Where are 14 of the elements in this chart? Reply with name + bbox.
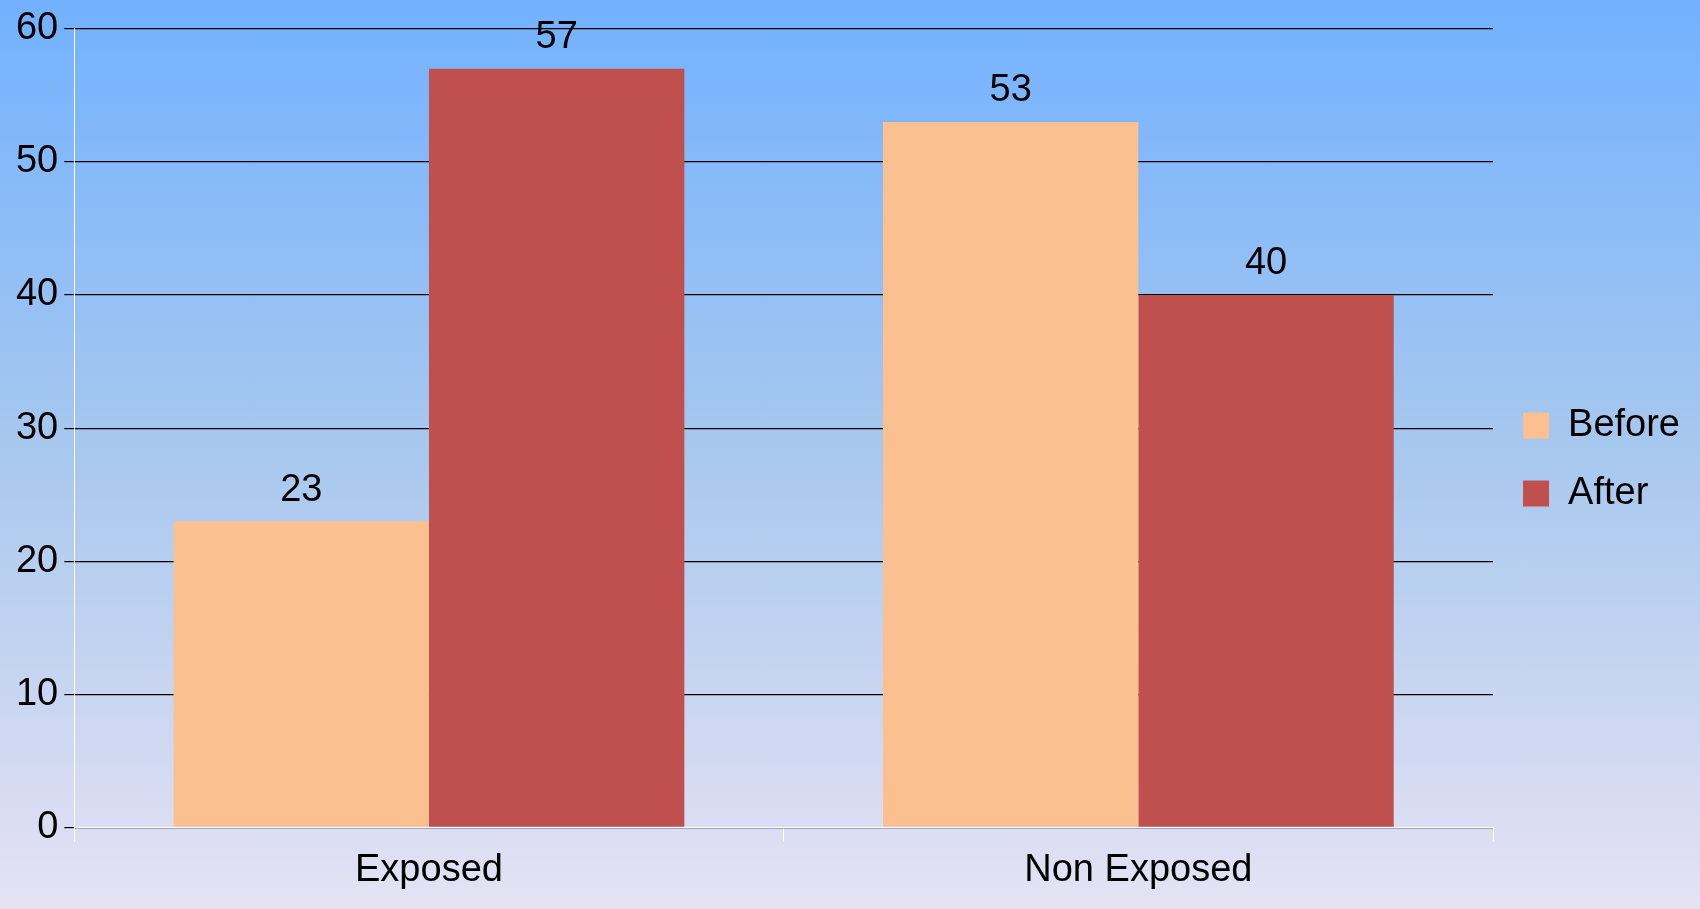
y-tick-label: 50 bbox=[15, 138, 59, 181]
data-label: 23 bbox=[280, 466, 323, 509]
data-label: 53 bbox=[989, 67, 1032, 110]
y-tick-label: 10 bbox=[15, 670, 59, 713]
y-tick-label: 60 bbox=[15, 5, 59, 48]
x-tick-label: Non Exposed bbox=[1024, 846, 1253, 889]
x-tick-label: Exposed bbox=[355, 846, 503, 889]
y-tick-label: 0 bbox=[37, 803, 59, 846]
y-tick-label: 20 bbox=[15, 537, 59, 580]
y-tick-label: 40 bbox=[15, 271, 59, 314]
data-label: 40 bbox=[1244, 240, 1288, 283]
legend-label: After bbox=[1568, 469, 1649, 512]
y-tick-label: 30 bbox=[15, 404, 59, 447]
legend-label: Before bbox=[1568, 401, 1681, 444]
